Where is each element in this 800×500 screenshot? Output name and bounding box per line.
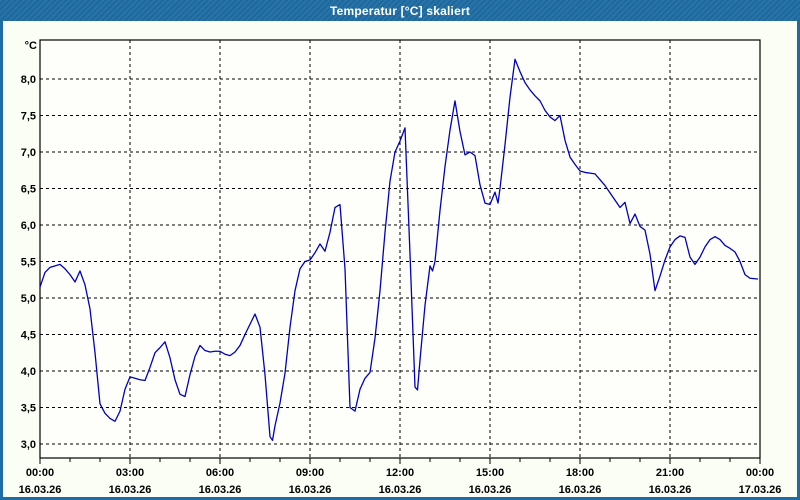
x-axis-date-label: 16.03.26 — [289, 484, 332, 496]
x-axis-time-label: 00:00 — [26, 467, 54, 479]
x-axis-time-label: 12:00 — [386, 467, 414, 479]
window-title: Temperatur [°C] skaliert — [329, 3, 471, 18]
x-axis-date-label: 16.03.26 — [19, 484, 62, 496]
y-axis-label: 3,5 — [21, 402, 36, 414]
x-axis-date-label: 16.03.26 — [469, 484, 512, 496]
window-border-left — [0, 21, 3, 500]
x-axis-date-label: 16.03.26 — [199, 484, 242, 496]
x-axis-time-label: 06:00 — [206, 467, 234, 479]
y-axis-label: 4,0 — [21, 366, 36, 378]
y-axis-label: 7,0 — [21, 147, 36, 159]
temperature-line — [39, 58, 759, 441]
x-axis-date-label: 16.03.26 — [109, 484, 152, 496]
x-axis-time-label: 00:00 — [746, 467, 774, 479]
y-axis-label: 5,0 — [21, 293, 36, 305]
x-axis-time-label: 09:00 — [296, 467, 324, 479]
x-axis-date-label: 17.03.26 — [739, 484, 782, 496]
y-axis-unit-label: °C — [25, 40, 37, 52]
x-axis-date-label: 16.03.26 — [379, 484, 422, 496]
y-axis-label: 8,0 — [21, 74, 36, 86]
y-axis-label: 7,5 — [21, 110, 36, 122]
window-titlebar[interactable]: Temperatur [°C] skaliert — [0, 0, 800, 21]
y-axis-label: 3,0 — [21, 439, 36, 451]
y-axis-label: 6,5 — [21, 183, 36, 195]
x-axis-time-label: 18:00 — [566, 467, 594, 479]
window-border-bottom — [0, 497, 800, 500]
x-axis-time-label: 03:00 — [116, 467, 144, 479]
window-border-right — [797, 21, 800, 500]
x-axis-date-label: 16.03.26 — [559, 484, 602, 496]
x-axis-time-label: 15:00 — [476, 467, 504, 479]
x-axis-time-label: 21:00 — [656, 467, 684, 479]
y-axis-label: 5,5 — [21, 256, 36, 268]
y-axis-label: 6,0 — [21, 220, 36, 232]
x-axis-date-label: 16.03.26 — [649, 484, 692, 496]
y-axis-label: 4,5 — [21, 329, 36, 341]
